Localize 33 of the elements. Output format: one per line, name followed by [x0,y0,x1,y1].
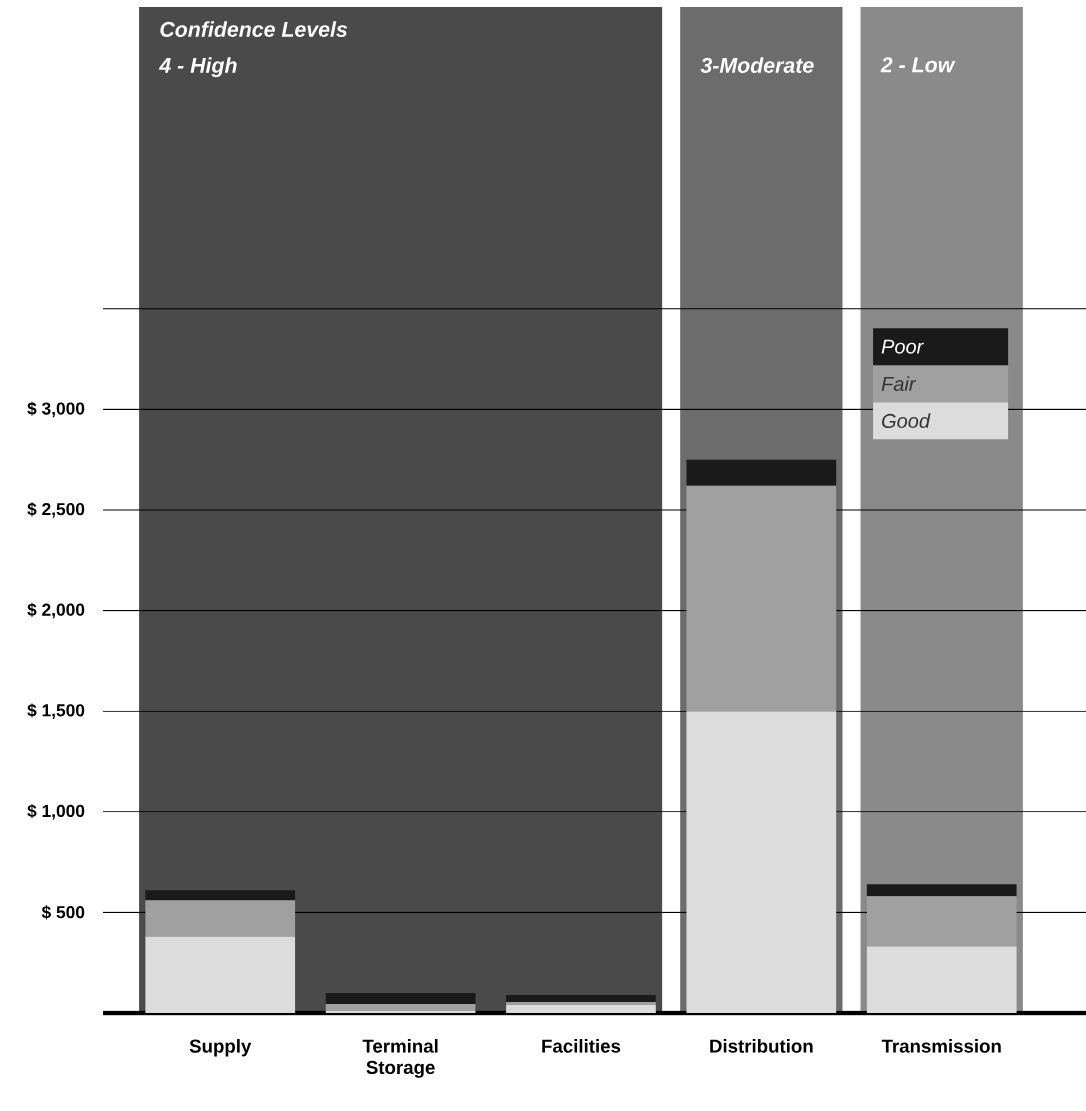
bar [145,890,296,901]
y-tick-label: $ 2,000 [27,602,85,619]
x-tick-label: Facilities [542,1039,621,1053]
bar [866,896,1017,947]
text: Poor [881,339,925,354]
bar [506,994,656,1002]
y-tick-label: $ 1,500 [27,703,85,719]
bar [686,459,837,486]
bar [866,946,1017,1013]
band-label: 4 - High [158,57,237,78]
bar [506,1004,656,1013]
band-label: 3-Moderate [700,57,814,73]
x-tick-label: Distribution [710,1039,813,1053]
x-tick-label: Terminal Storage [362,1039,438,1078]
x-tick-label: Transmission [881,1039,1001,1053]
y-tick-label: $ 500 [41,905,85,920]
y-tick-label: $ 2,500 [27,502,85,518]
bar [686,485,837,712]
y-tick-label: $ 3,000 [27,401,85,418]
band-label: 2 - Low [880,57,956,73]
bar [325,1010,476,1013]
x-tick-label: Supply [189,1039,252,1057]
y-tick-label: $ 1,000 [27,804,85,820]
text: Good [882,413,931,429]
bar [145,900,296,937]
text: Confidence Levels [160,21,348,37]
text: Fair [881,376,917,392]
bar [506,1001,656,1005]
bar [325,1003,476,1011]
bar [686,711,837,1013]
bar [325,992,476,1004]
bar [866,884,1017,897]
bar [145,936,296,1013]
